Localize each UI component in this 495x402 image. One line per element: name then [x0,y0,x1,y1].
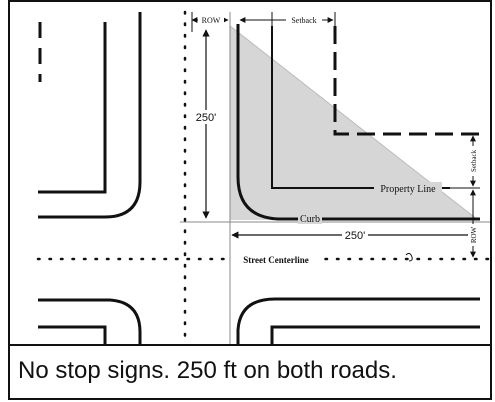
row-label-top: ROW [202,16,221,25]
vertical-250-label-background [193,110,219,124]
street-centerline-label-background [232,253,320,265]
property-line-label-background [374,182,442,194]
row-label-right: ROW [470,226,478,243]
setback-label-right: Setback [470,149,478,172]
intersection-diagram: ROW Setback 250' 250' Property Line Curb… [36,10,490,344]
setback-right-label-background [468,146,479,176]
street-centerline-label: Street Centerline [243,255,309,265]
curb-bottom-right [236,297,480,344]
centerline-mark [405,252,413,262]
row-right-label-background [468,224,479,246]
setback-dashed-line [333,26,480,136]
property-line-top-left [38,22,107,194]
curb-top-left [38,12,142,219]
horizontal-250-label: 250' [345,230,365,242]
curb-label-background [298,213,322,224]
property-line-bottom-right [270,325,480,344]
setback-label-top: Setback [291,16,316,25]
curb-top-right [236,24,480,221]
curb-label: Curb [300,214,320,225]
curb-bottom-left [38,298,142,344]
row-label-background [198,14,224,25]
property-line-bottom-left [38,325,107,344]
property-line-label: Property Line [380,184,436,195]
caption: No stop signs. 250 ft on both roads. [10,344,490,400]
vertical-250-label: 250' [196,112,216,124]
figure-frame: ROW Setback 250' 250' Property Line Curb… [8,0,492,400]
horizontal-250-label-background [342,228,368,242]
setback-label-background [286,14,322,25]
